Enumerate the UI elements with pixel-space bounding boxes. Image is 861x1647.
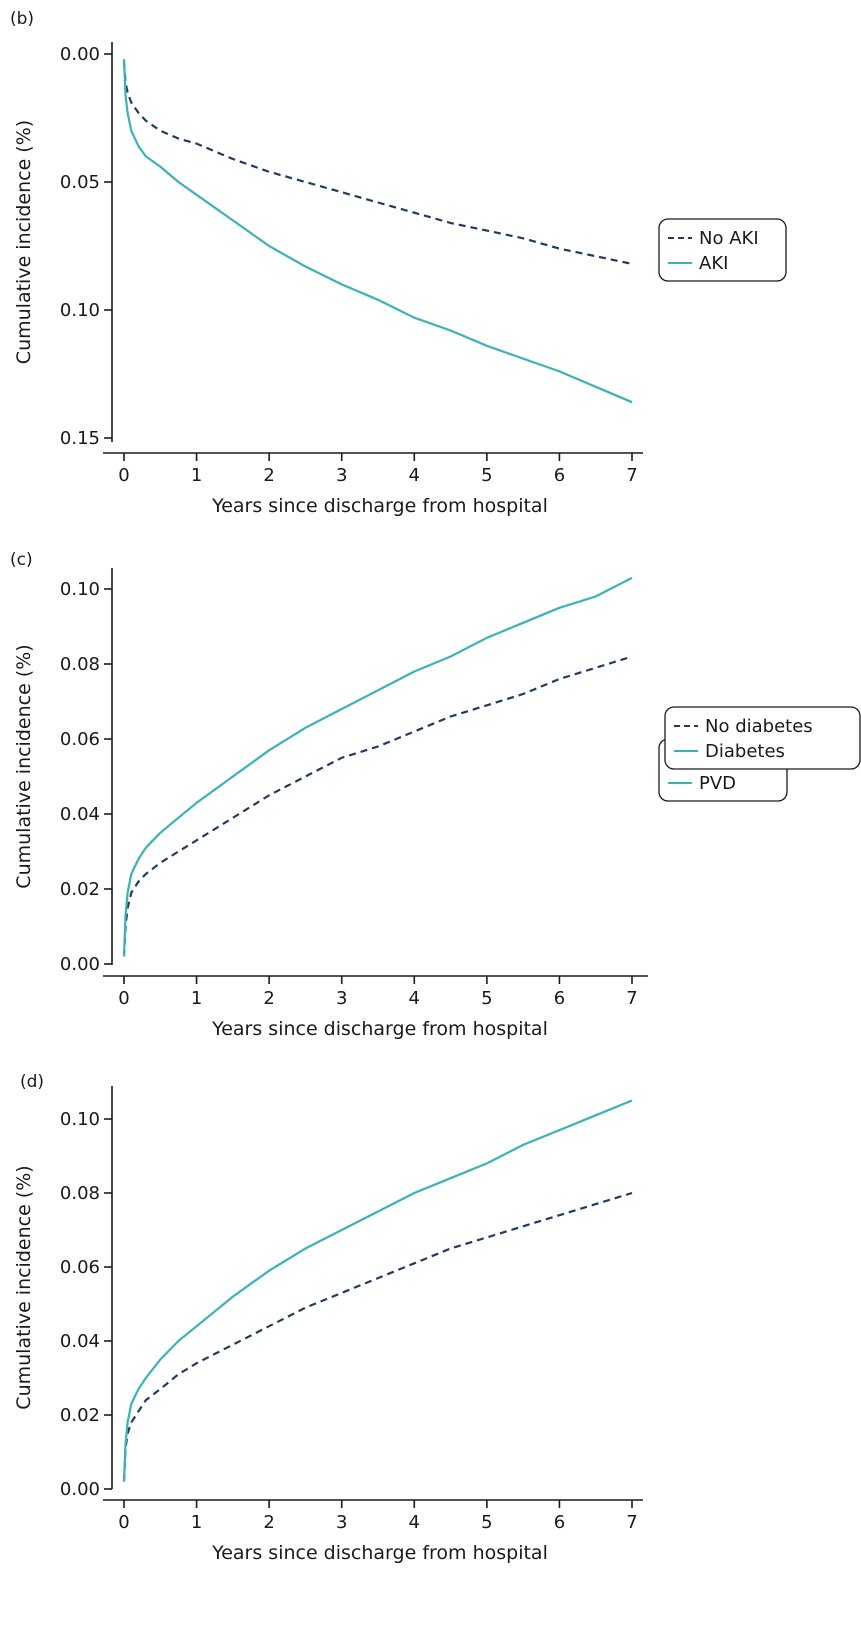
y-tick-label: 0.10 bbox=[60, 1109, 100, 1130]
x-tick-label: 7 bbox=[626, 1512, 637, 1533]
legend-box bbox=[658, 218, 787, 282]
series-line bbox=[122, 1191, 633, 1482]
x-tick-label: 1 bbox=[191, 465, 202, 486]
x-tick-label: 6 bbox=[554, 1512, 565, 1533]
x-tick-label: 7 bbox=[626, 465, 637, 486]
x-tick-label: 1 bbox=[191, 988, 202, 1009]
x-tick-label: 7 bbox=[626, 988, 637, 1009]
legend-label: AKI bbox=[699, 253, 728, 274]
y-tick-label: 0.15 bbox=[60, 428, 100, 449]
y-tick-label: 0.06 bbox=[60, 1257, 100, 1278]
x-tick-label: 6 bbox=[554, 988, 565, 1009]
x-tick-label: 4 bbox=[409, 988, 420, 1009]
x-tick-label: 0 bbox=[118, 988, 129, 1009]
y-tick-label: 0.00 bbox=[60, 1479, 100, 1500]
panel-label: (b) bbox=[10, 9, 34, 29]
y-tick-label: 0.00 bbox=[60, 954, 100, 975]
y-tick-label: 0.08 bbox=[60, 1183, 100, 1204]
x-tick-label: 3 bbox=[336, 988, 347, 1009]
legend-label: PVD bbox=[699, 773, 736, 794]
x-tick-label: 1 bbox=[191, 1512, 202, 1533]
x-tick-label: 5 bbox=[481, 988, 492, 1009]
x-tick-label: 0 bbox=[118, 465, 129, 486]
legend: No AKI AKI bbox=[658, 218, 787, 282]
panel-label: (d) bbox=[20, 1072, 44, 1092]
legend-box bbox=[664, 706, 861, 770]
legend-label: No AKI bbox=[699, 228, 759, 249]
series-line bbox=[122, 61, 633, 265]
x-tick-label: 5 bbox=[481, 465, 492, 486]
series-line bbox=[122, 1099, 633, 1482]
y-tick-label: 0.05 bbox=[60, 172, 100, 193]
x-axis-title: Years since discharge from hospital bbox=[211, 495, 548, 517]
x-tick-label: 6 bbox=[554, 465, 565, 486]
y-axis-title: Cumulative incidence (%) bbox=[13, 644, 35, 888]
x-tick-label: 2 bbox=[263, 1512, 274, 1533]
y-tick-label: 0.06 bbox=[60, 729, 100, 750]
y-tick-label: 0.10 bbox=[60, 300, 100, 321]
y-tick-label: 0.02 bbox=[60, 1405, 100, 1426]
series-line bbox=[122, 59, 633, 404]
chart-panel: (c) 0.00 0.02 0.04 0.06 0.08 0.10 0 1 2 3 4 5 6 7 Years… bbox=[10, 550, 788, 1040]
x-axis-title: Years since discharge from hospital bbox=[211, 1018, 548, 1040]
x-tick-label: 4 bbox=[409, 1512, 420, 1533]
x-tick-label: 5 bbox=[481, 1512, 492, 1533]
y-tick-label: 0.10 bbox=[60, 579, 100, 600]
chart-panel: (d) 0.00 0.02 0.04 0.06 0.08 0.10 0 1 2 3 4 5 6 7 Years… bbox=[13, 706, 861, 1564]
x-tick-label: 2 bbox=[263, 988, 274, 1009]
x-tick-label: 3 bbox=[336, 465, 347, 486]
y-tick-label: 0.00 bbox=[60, 44, 100, 65]
legend: No diabetes Diabetes bbox=[664, 706, 861, 770]
legend-label: Diabetes bbox=[705, 741, 785, 762]
y-tick-label: 0.04 bbox=[60, 804, 100, 825]
chart-panel: (b) 0.00 0.05 0.10 0.15 0 1 2 3 4 5 6 7 Years since d… bbox=[10, 9, 787, 517]
legend-label: No diabetes bbox=[705, 716, 813, 737]
x-tick-label: 0 bbox=[118, 1512, 129, 1533]
series-line bbox=[122, 576, 633, 957]
panel-label: (c) bbox=[10, 550, 33, 570]
y-tick-label: 0.08 bbox=[60, 654, 100, 675]
x-axis-title: Years since discharge from hospital bbox=[211, 1542, 548, 1564]
y-tick-label: 0.04 bbox=[60, 1331, 100, 1352]
y-tick-label: 0.02 bbox=[60, 879, 100, 900]
series-line bbox=[122, 655, 633, 957]
x-tick-label: 2 bbox=[263, 465, 274, 486]
x-tick-label: 4 bbox=[409, 465, 420, 486]
x-tick-label: 3 bbox=[336, 1512, 347, 1533]
y-axis-title: Cumulative incidence (%) bbox=[13, 1165, 35, 1409]
y-axis-title: Cumulative incidence (%) bbox=[13, 120, 35, 364]
